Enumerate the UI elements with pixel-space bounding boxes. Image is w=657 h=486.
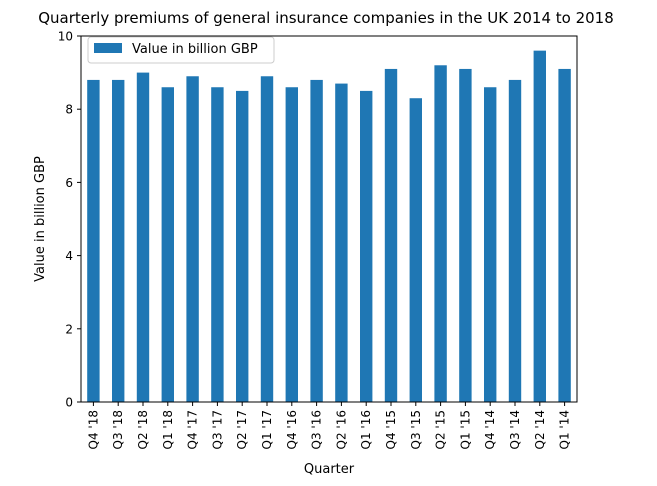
chart-title: Quarterly premiums of general insurance … bbox=[38, 9, 614, 27]
legend: Value in billion GBP bbox=[88, 37, 274, 63]
bar bbox=[236, 91, 248, 402]
x-tick-label: Q2 '18 bbox=[136, 410, 150, 449]
bar bbox=[558, 69, 570, 402]
y-tick-label: 8 bbox=[65, 103, 73, 117]
x-tick-label: Q2 '17 bbox=[235, 410, 249, 449]
bar bbox=[261, 76, 273, 402]
bar bbox=[335, 84, 347, 402]
x-tick-label: Q3 '14 bbox=[508, 410, 522, 449]
bar bbox=[112, 80, 124, 402]
x-tick-label: Q1 '17 bbox=[260, 410, 274, 449]
bar bbox=[509, 80, 521, 402]
bars bbox=[87, 51, 571, 402]
y-tick-label: 4 bbox=[65, 249, 73, 263]
bar bbox=[459, 69, 471, 402]
bar bbox=[137, 73, 149, 402]
y-axis-label: Value in billion GBP bbox=[33, 156, 48, 282]
x-tick-label: Q3 '15 bbox=[409, 410, 423, 449]
bar bbox=[360, 91, 372, 402]
bar bbox=[434, 65, 446, 402]
bar bbox=[186, 76, 198, 402]
x-tick-label: Q4 '18 bbox=[86, 410, 100, 449]
bar bbox=[310, 80, 322, 402]
x-axis: Q4 '18 Q3 '18 Q2 '18 Q1 '18 Q4 '17 Q3 '17 Q2 '… bbox=[86, 402, 571, 449]
bar bbox=[211, 87, 223, 402]
x-tick-label: Q3 '17 bbox=[210, 410, 224, 449]
x-tick-label: Q4 '15 bbox=[384, 410, 398, 449]
x-tick-label: Q3 '16 bbox=[310, 410, 324, 449]
x-tick-label: Q1 '16 bbox=[359, 410, 373, 449]
bar bbox=[534, 51, 546, 402]
x-tick-label: Q4 '16 bbox=[285, 410, 299, 449]
y-tick-label: 6 bbox=[65, 176, 73, 190]
x-tick-label: Q2 '14 bbox=[533, 410, 547, 449]
bar bbox=[162, 87, 174, 402]
y-tick-label: 2 bbox=[65, 322, 73, 336]
y-tick-label: 10 bbox=[58, 30, 73, 44]
x-tick-label: Q1 '14 bbox=[558, 410, 572, 449]
bar bbox=[286, 87, 298, 402]
x-axis-label: Quarter bbox=[304, 462, 355, 477]
bar bbox=[484, 87, 496, 402]
x-tick-label: Q1 '15 bbox=[458, 410, 472, 449]
legend-label: Value in billion GBP bbox=[132, 42, 258, 57]
plot-frame bbox=[81, 36, 577, 402]
x-tick-label: Q3 '18 bbox=[111, 410, 125, 449]
x-tick-label: Q4 '14 bbox=[483, 410, 497, 449]
x-tick-label: Q2 '15 bbox=[434, 410, 448, 449]
legend-swatch bbox=[94, 43, 122, 53]
x-tick-label: Q2 '16 bbox=[334, 410, 348, 449]
bar bbox=[410, 98, 422, 402]
y-tick-label: 0 bbox=[65, 396, 73, 410]
x-tick-label: Q4 '17 bbox=[186, 410, 200, 449]
bar bbox=[385, 69, 397, 402]
y-axis: 0 2 4 6 8 10 bbox=[58, 30, 81, 410]
bar bbox=[87, 80, 99, 402]
x-tick-label: Q1 '18 bbox=[161, 410, 175, 449]
